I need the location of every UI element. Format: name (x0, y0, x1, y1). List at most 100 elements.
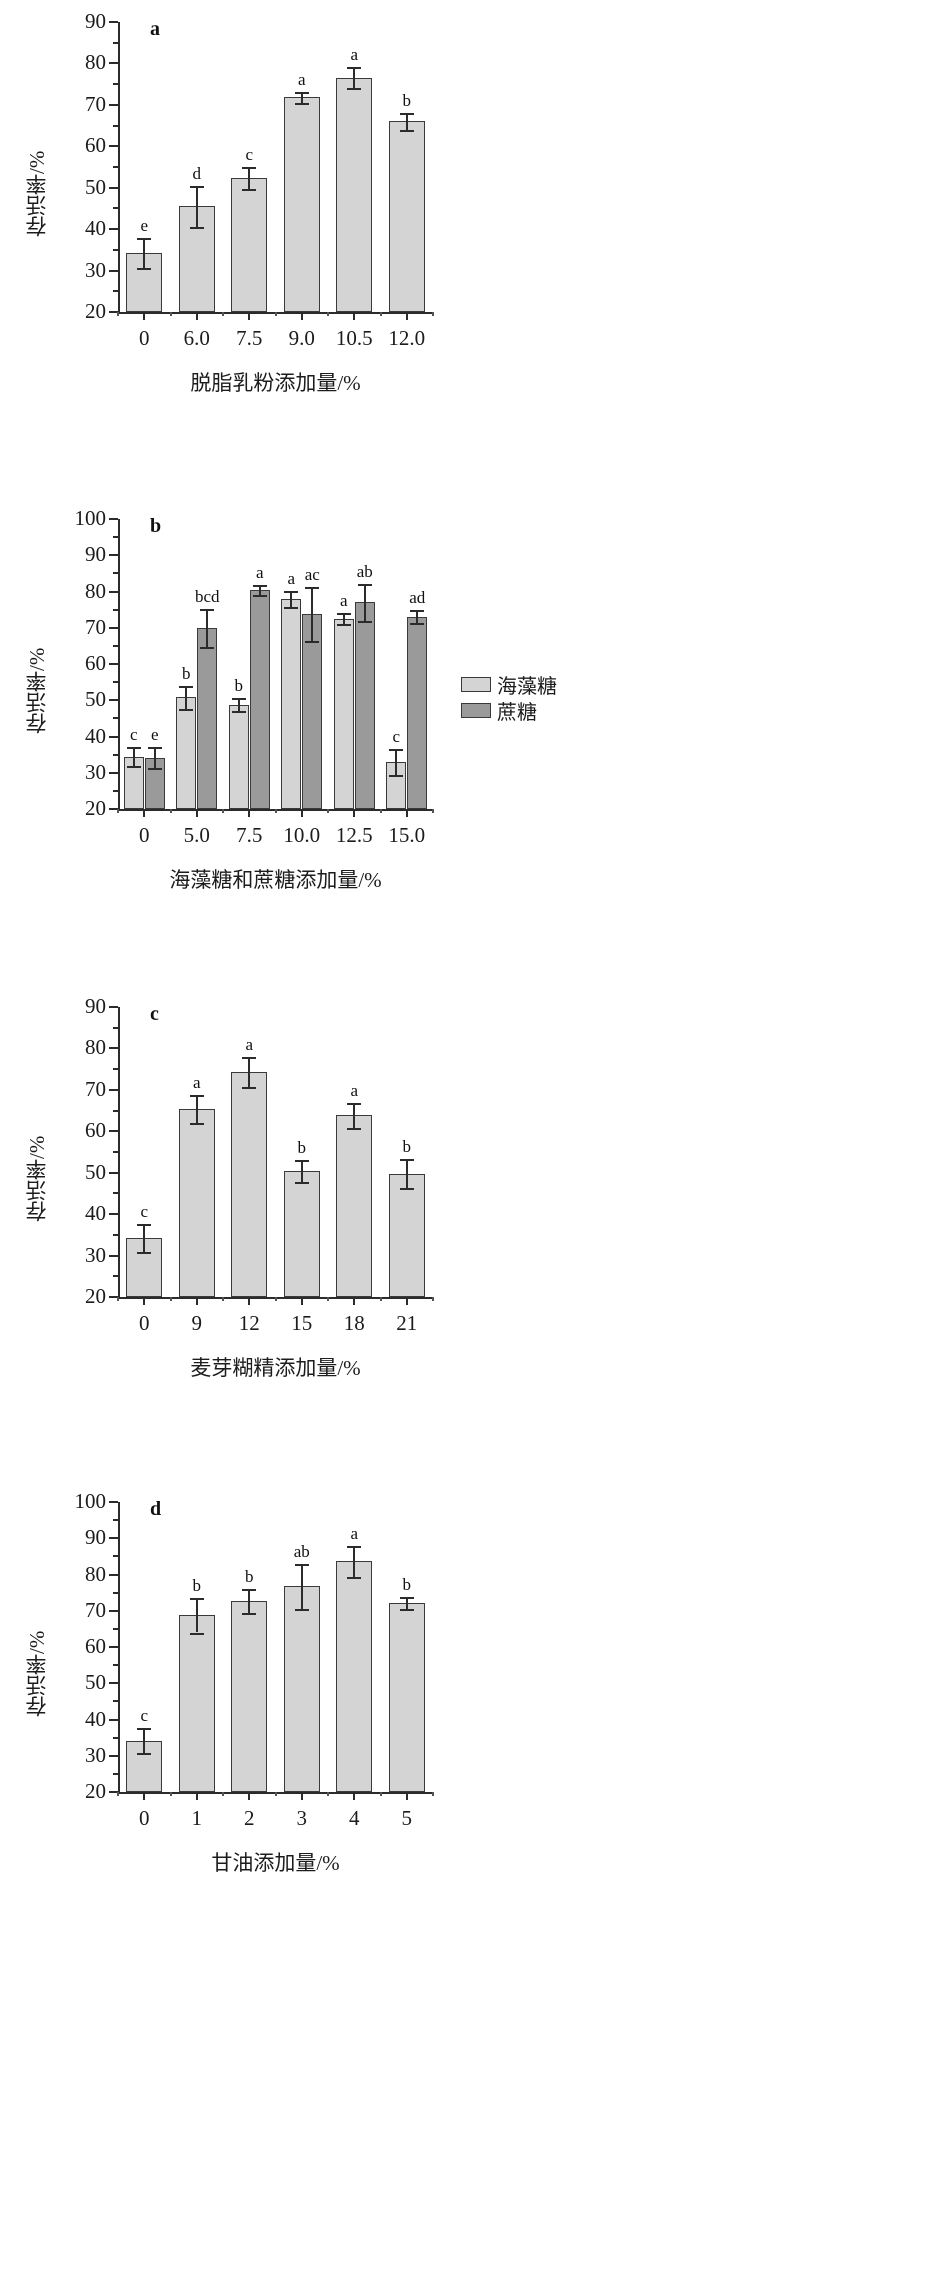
legend-item: 海藻糖 (461, 670, 557, 699)
error-bar-cap (347, 1102, 362, 1105)
error-bar-cap (410, 623, 425, 626)
significance-label: a (339, 590, 348, 610)
x-tick (300, 809, 303, 817)
y-tick-minor (113, 166, 118, 168)
y-tick-label: 70 (85, 1597, 106, 1622)
y-tick-label: 60 (85, 133, 106, 158)
x-tick-label: 0 (139, 326, 150, 350)
y-tick-label: 90 (85, 9, 106, 33)
error-bar-cap (347, 1545, 362, 1548)
y-axis-title: 存活率/% (25, 150, 49, 237)
y-tick-label: 60 (85, 651, 106, 675)
error-bar-cap (336, 612, 351, 615)
error-bar-cap (252, 595, 267, 598)
y-tick (109, 771, 118, 774)
error-bar (342, 612, 345, 625)
error-bar-cap (252, 585, 267, 588)
y-tick (109, 1791, 118, 1793)
x-tick (353, 1297, 356, 1305)
x-tick-label: 6.0 (183, 326, 210, 350)
x-tick-label: 7.5 (236, 326, 263, 350)
y-tick (109, 1718, 118, 1721)
y-tick (109, 1254, 118, 1257)
x-tick (300, 1792, 303, 1800)
y-tick-label: 50 (85, 1159, 106, 1184)
error-bar (353, 1102, 356, 1128)
error-bar-cap (294, 1608, 309, 1611)
y-tick-label: 80 (85, 1035, 106, 1060)
x-tick (248, 1792, 251, 1800)
x-tick-minor (379, 809, 382, 813)
y-tick-minor (113, 124, 118, 127)
y-tick-label: 100 (74, 1489, 107, 1513)
bar (197, 627, 218, 809)
significance-label: a (297, 69, 306, 89)
x-tick-minor (432, 1297, 434, 1301)
error-bar (195, 1095, 198, 1124)
y-tick-minor (113, 608, 118, 611)
error-bar-cap (399, 129, 414, 132)
y-tick-label: 80 (85, 50, 106, 75)
y-tick-minor (113, 83, 118, 86)
error-bar-cap (399, 1158, 414, 1161)
significance-label: c (140, 1706, 149, 1726)
y-tick-label: 40 (85, 1201, 106, 1226)
y-tick (109, 1130, 118, 1133)
significance-label: d (192, 163, 202, 183)
y-tick-minor (113, 681, 118, 684)
bar (178, 1615, 215, 1792)
y-tick-label: 70 (85, 1076, 106, 1101)
y-axis-title: 存活率/% (25, 1630, 49, 1717)
error-bar-cap (347, 1127, 362, 1130)
panel-letter: d (150, 1498, 162, 1520)
error-bar (290, 590, 293, 607)
x-tick (300, 312, 303, 320)
error-bar-cap (294, 91, 309, 94)
error-bar-cap (389, 774, 404, 777)
x-tick-minor (222, 1792, 224, 1796)
y-tick (109, 228, 118, 231)
error-bar (143, 1224, 146, 1253)
error-bar (143, 238, 146, 269)
significance-label: ab (356, 562, 373, 582)
error-bar-cap (137, 238, 152, 241)
bar (336, 1115, 373, 1297)
y-tick (109, 590, 118, 593)
x-tick-minor (169, 1792, 172, 1796)
y-tick-label: 60 (85, 1634, 106, 1658)
error-bar-cap (231, 711, 246, 714)
x-axis-title: 麦芽糊精添加量/% (190, 1356, 361, 1380)
x-tick-minor (117, 312, 119, 316)
y-tick-label: 20 (85, 1779, 106, 1803)
error-bar-cap (200, 646, 215, 649)
significance-label: ab (293, 1541, 310, 1561)
legend-swatch (461, 702, 491, 718)
x-tick-minor (222, 1297, 224, 1301)
y-tick-minor (113, 1555, 118, 1558)
legend-label: 海藻糖 (497, 675, 557, 698)
y-tick-minor (113, 1519, 118, 1522)
error-bar-cap (399, 1597, 414, 1600)
y-tick-label: 90 (85, 994, 106, 1018)
error-bar-cap (305, 640, 320, 643)
y-tick (109, 1573, 118, 1576)
error-bar-cap (294, 1181, 309, 1184)
error-bar-cap (347, 88, 362, 91)
x-tick-label: 2 (244, 1806, 255, 1830)
panel-b: 20 30 40 50 60 70 80 90 100 存活率/% b 0 5.0 7.5 10.0 12.5… (0, 497, 937, 997)
error-bar (153, 747, 156, 768)
y-tick-label: 30 (85, 1242, 106, 1267)
error-bar (353, 66, 356, 89)
x-tick-label: 1 (191, 1806, 203, 1830)
y-tick-minor (113, 1068, 118, 1071)
y-tick-minor (113, 789, 118, 792)
y-tick (109, 186, 118, 189)
x-tick-label: 12 (238, 1311, 260, 1335)
error-bar-cap (137, 1728, 152, 1731)
significance-label: a (287, 568, 296, 588)
x-tick (353, 312, 356, 320)
x-tick-minor (274, 809, 277, 813)
error-bar-cap (242, 1057, 257, 1060)
panel-d: 20 30 40 50 60 70 80 90 100 存活率/% d 0 1 2 3 4 5 c b b ab a b 甘油… (0, 1480, 937, 1980)
x-tick (143, 312, 146, 320)
